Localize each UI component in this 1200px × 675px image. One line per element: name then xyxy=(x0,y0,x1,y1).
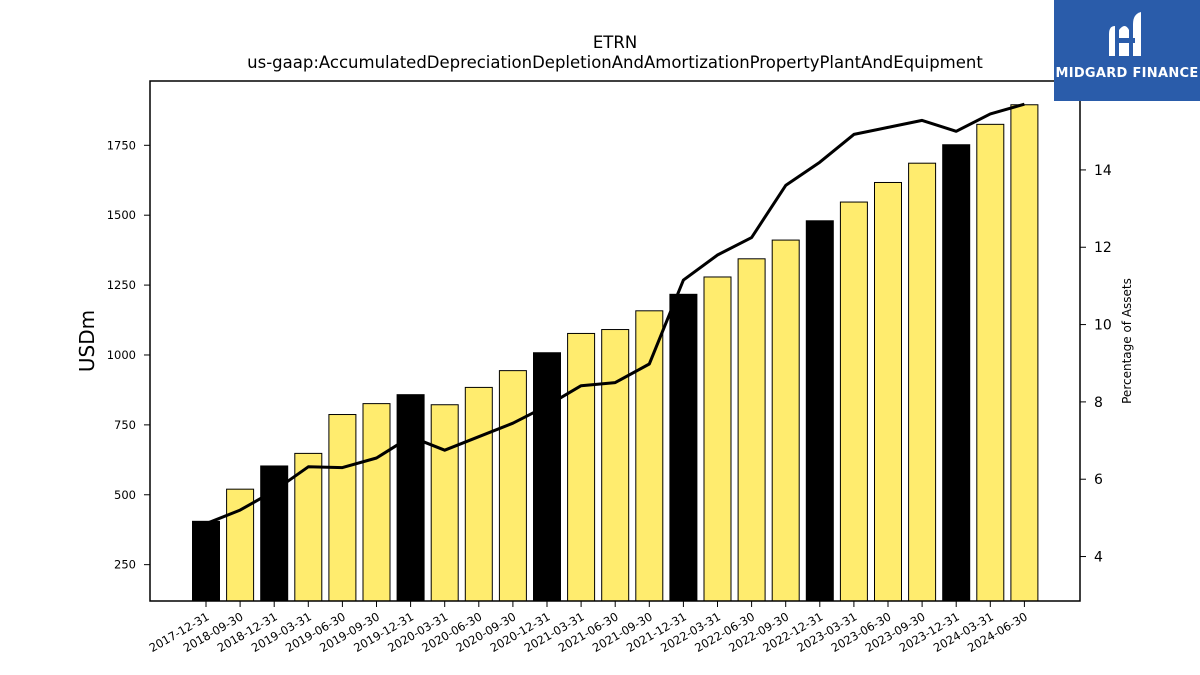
bar xyxy=(464,386,493,602)
y-tick-label-right: 12 xyxy=(1094,240,1112,256)
bar xyxy=(533,352,561,602)
y-tick-label-right: 14 xyxy=(1094,163,1112,179)
bar xyxy=(294,452,323,602)
bar xyxy=(328,414,357,602)
y-tick-label-left: 1750 xyxy=(107,138,136,152)
bar xyxy=(192,520,220,602)
bar xyxy=(1010,104,1039,602)
bar xyxy=(260,465,289,602)
y-tick-label-left: 750 xyxy=(114,418,136,432)
bar xyxy=(430,404,459,602)
bar xyxy=(567,332,596,602)
logo-mark-icon xyxy=(1109,12,1141,56)
y-tick-label-right: 4 xyxy=(1094,550,1103,566)
line-group xyxy=(205,102,1025,526)
y-tick-label-right: 6 xyxy=(1094,472,1103,488)
bar xyxy=(396,394,425,602)
brand-logo: MIDGARD FINANCE xyxy=(1054,0,1200,101)
bar xyxy=(601,329,630,602)
bar xyxy=(942,144,971,602)
y-axis-label-right: Percentage of Assets xyxy=(1120,278,1134,404)
bar xyxy=(908,162,937,602)
bar xyxy=(874,181,902,602)
y-tick-label-left: 1250 xyxy=(107,278,136,292)
bar xyxy=(362,403,391,602)
logo-text: MIDGARD FINANCE xyxy=(1055,66,1199,81)
bar xyxy=(703,276,732,602)
bars-group xyxy=(192,104,1039,602)
bar xyxy=(669,293,698,602)
bar xyxy=(976,123,1005,602)
bar xyxy=(839,201,868,602)
bar xyxy=(498,370,527,602)
y-tick-label-right: 8 xyxy=(1094,395,1103,411)
bar xyxy=(737,258,766,602)
bar xyxy=(771,239,800,602)
series-line xyxy=(205,102,1025,526)
chart-title: ETRN xyxy=(593,33,637,52)
bar xyxy=(635,310,664,602)
y-tick-label-right: 10 xyxy=(1094,318,1112,334)
bar xyxy=(805,220,834,602)
bar xyxy=(226,488,255,602)
y-tick-label-left: 1500 xyxy=(107,208,136,222)
y-tick-label-left: 250 xyxy=(114,558,136,572)
y-axis-label-left: USDm xyxy=(75,310,99,372)
y-tick-label-left: 500 xyxy=(114,488,136,502)
y-tick-label-left: 1000 xyxy=(107,348,136,362)
chart-subtitle: us-gaap:AccumulatedDepreciationDepletion… xyxy=(247,53,983,72)
